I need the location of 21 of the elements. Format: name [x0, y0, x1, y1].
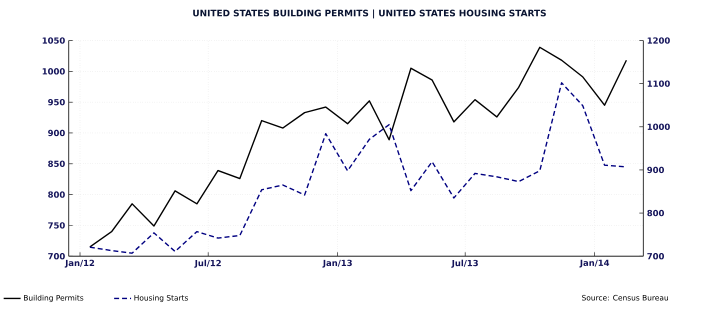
- line-series: [89, 46, 628, 248]
- y2-tick-label: 1200: [648, 38, 670, 44]
- y-tick-label: 900: [48, 130, 65, 136]
- y2-tick-label: 800: [647, 210, 664, 216]
- y-tick-label: 700: [48, 253, 65, 260]
- x-tick-label: Jul/13: [451, 260, 478, 268]
- x-tick-label: Jan/13: [322, 260, 352, 268]
- x-tick-label: Jul/12: [194, 260, 221, 268]
- y2-tick-label: 900: [647, 166, 664, 174]
- y-tick-label: 850: [48, 160, 65, 168]
- y-tick-label: 1000: [42, 68, 65, 75]
- y2-tick-label: 1000: [648, 124, 670, 130]
- y-tick-label: 950: [48, 99, 65, 106]
- y-tick-label: 800: [48, 192, 65, 198]
- x-tick-label: Jan/14: [579, 260, 610, 268]
- chart-title: UNITED STATES BUILDING PERMITS | UNITED STATES HOUSING STARTS: [193, 10, 546, 19]
- y-tick-label: 1050: [42, 38, 65, 44]
- x-tick-label: Jan/12: [64, 260, 94, 268]
- y-tick-label: 750: [48, 222, 65, 229]
- y2-tick-label: 700: [647, 253, 664, 260]
- y2-tick-label: 1100: [648, 80, 670, 88]
